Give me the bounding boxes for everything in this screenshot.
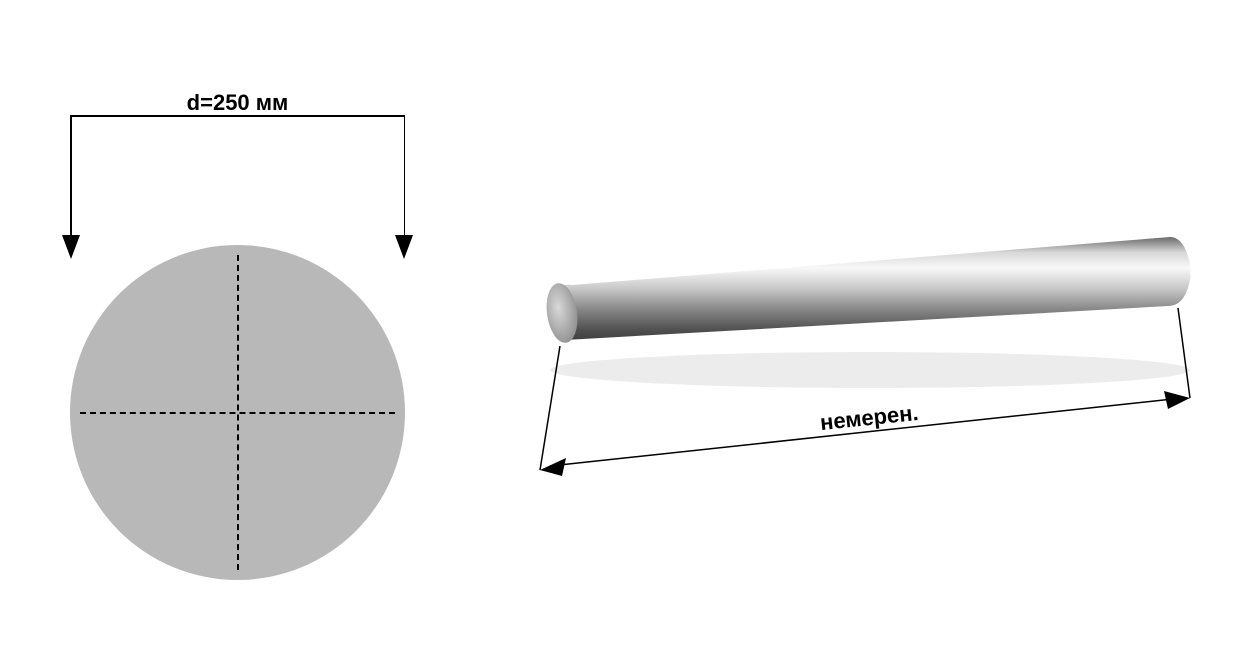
dimension-horizontal-line [70, 115, 405, 117]
length-arrow-right-icon [1164, 391, 1190, 409]
rod-3d-view: немерен. [510, 180, 1200, 520]
arrow-left-icon [62, 235, 80, 259]
diameter-dimension: d=250 мм [70, 110, 405, 140]
diameter-label: d=250 мм [187, 90, 289, 116]
length-arrow-left-icon [540, 458, 566, 476]
rod-shadow [550, 352, 1190, 388]
length-label: немерен. [819, 400, 920, 435]
length-extension-left [540, 346, 560, 470]
arrow-right-icon [395, 235, 413, 259]
centerline-vertical [237, 255, 239, 570]
rod-body [548, 237, 1190, 340]
dimension-extension-left [70, 115, 72, 250]
rod-svg: немерен. [510, 180, 1200, 520]
length-extension-right [1178, 308, 1190, 398]
dimension-extension-right [404, 115, 406, 250]
diagram-container: d=250 мм [0, 0, 1240, 660]
